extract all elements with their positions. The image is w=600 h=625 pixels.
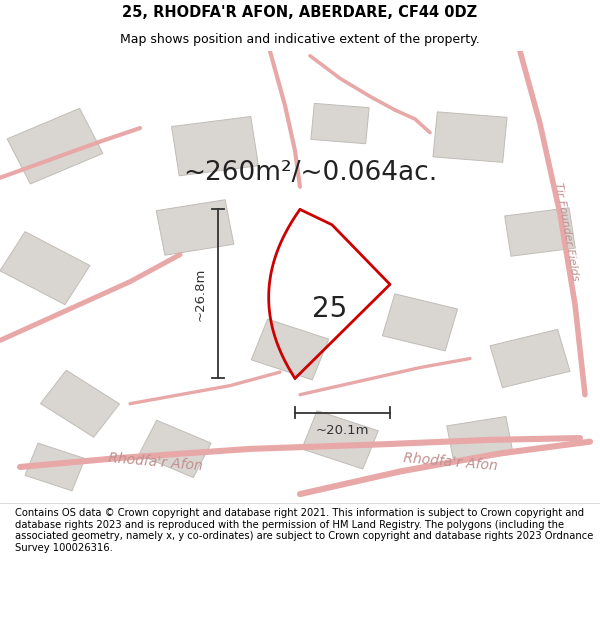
Polygon shape [0, 232, 90, 304]
Polygon shape [139, 420, 211, 478]
Text: 25: 25 [313, 295, 347, 323]
Polygon shape [25, 443, 85, 491]
Text: ~26.8m: ~26.8m [193, 268, 206, 321]
Polygon shape [7, 108, 103, 184]
Polygon shape [172, 116, 259, 176]
Polygon shape [505, 208, 575, 256]
Polygon shape [251, 319, 329, 380]
Polygon shape [490, 329, 570, 388]
Polygon shape [382, 294, 458, 351]
Polygon shape [311, 103, 369, 144]
Polygon shape [433, 112, 507, 162]
Text: 25, RHODFA'R AFON, ABERDARE, CF44 0DZ: 25, RHODFA'R AFON, ABERDARE, CF44 0DZ [122, 5, 478, 20]
Text: Map shows position and indicative extent of the property.: Map shows position and indicative extent… [120, 34, 480, 46]
Text: ~260m²/~0.064ac.: ~260m²/~0.064ac. [183, 160, 437, 186]
Polygon shape [447, 416, 513, 463]
Text: Rhodfa'r Afon: Rhodfa'r Afon [107, 451, 203, 474]
Text: Rhodfa'r Afon: Rhodfa'r Afon [402, 451, 498, 474]
Polygon shape [302, 411, 378, 469]
Text: Tir Founder Fields: Tir Founder Fields [553, 182, 581, 282]
Text: Contains OS data © Crown copyright and database right 2021. This information is : Contains OS data © Crown copyright and d… [15, 508, 593, 552]
Polygon shape [40, 370, 119, 438]
Polygon shape [156, 200, 234, 255]
Text: ~20.1m: ~20.1m [316, 424, 369, 438]
